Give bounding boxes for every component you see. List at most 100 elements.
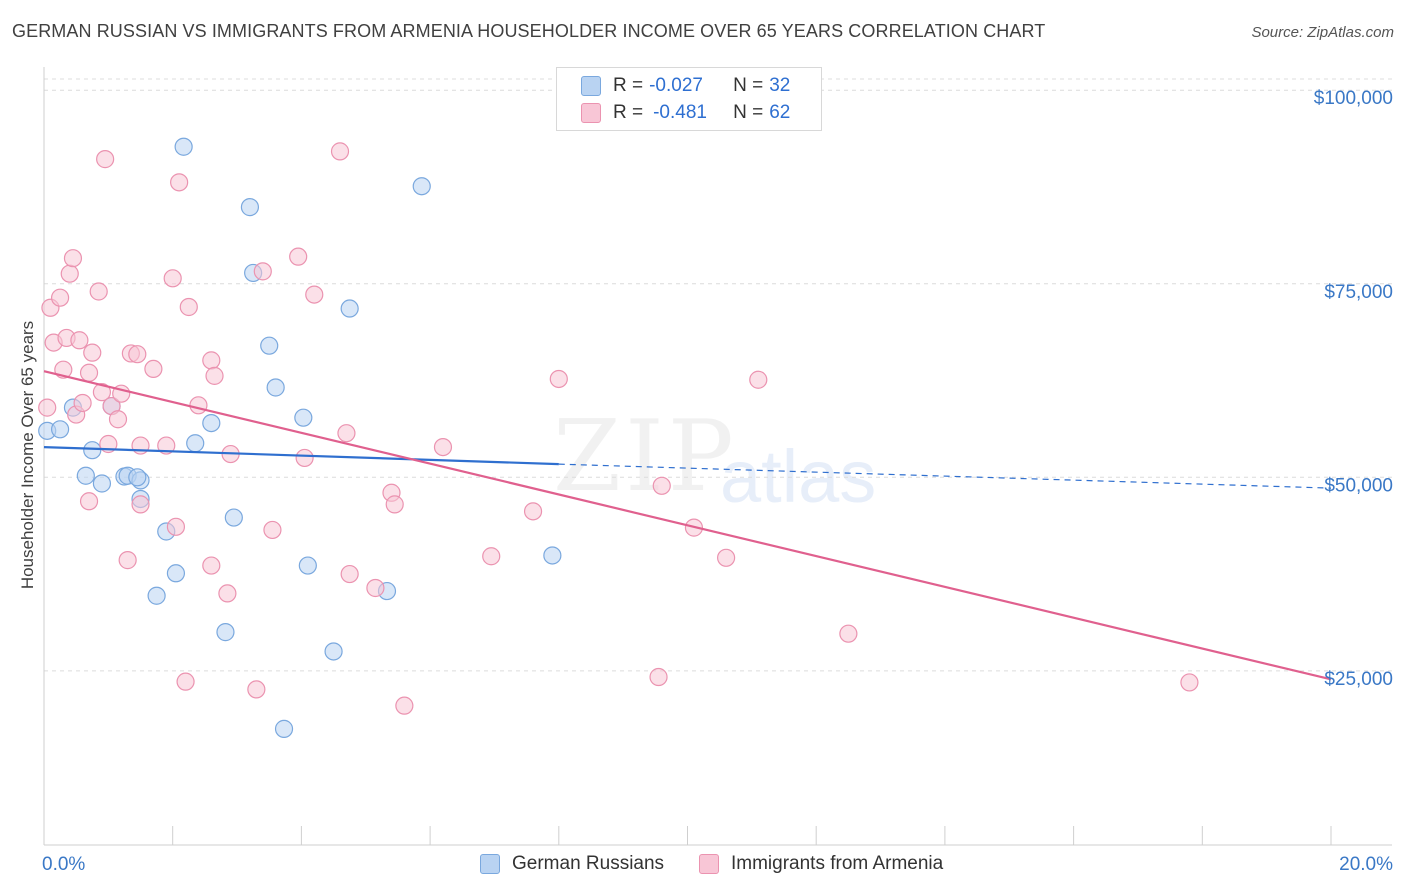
- legend-row-immigrants-from-armenia: R = -0.481 N = 62: [581, 100, 790, 126]
- y-tick-label: $75,000: [1324, 282, 1393, 303]
- data-point: [76, 466, 95, 485]
- data-point: [260, 336, 279, 355]
- data-point: [717, 548, 736, 567]
- legend-swatch-blue: [581, 76, 601, 96]
- data-point: [79, 492, 99, 511]
- data-point: [63, 249, 83, 268]
- data-point: [295, 448, 314, 468]
- watermark-zip: ZIP: [553, 400, 738, 514]
- data-point: [179, 297, 198, 317]
- data-point: [482, 547, 501, 566]
- trend-line-german-russians: [43, 445, 559, 466]
- data-point: [289, 247, 308, 266]
- y-tick-label: $50,000: [1324, 475, 1393, 496]
- gridlines: [44, 78, 1392, 672]
- legend-item-immigrants-from-armenia[interactable]: Immigrants from Armenia: [699, 853, 943, 875]
- data-point: [147, 586, 166, 605]
- axis-labels: $25,000 $50,000 $75,000 $100,000 0.0% 20.0% Ho…: [18, 88, 1393, 875]
- source-label: Source: ZipAtlas.com: [1251, 24, 1394, 41]
- data-point: [385, 495, 404, 514]
- trend-lines: [43, 370, 1332, 681]
- legend-label-immigrants-from-armenia: Immigrants from Armenia: [731, 853, 944, 874]
- y-axis-title: Householder Income Over 65 years: [18, 321, 37, 589]
- data-point: [202, 351, 221, 370]
- data-point: [330, 142, 350, 161]
- x-tick-label: 20.0%: [1339, 854, 1393, 875]
- data-point: [395, 696, 414, 715]
- legend-swatch-pink: [699, 854, 719, 874]
- data-point: [224, 508, 243, 527]
- trend-line-extension: [558, 463, 1332, 489]
- data-point: [324, 642, 343, 661]
- data-point: [202, 556, 221, 575]
- data-point: [340, 299, 359, 318]
- data-point: [83, 441, 102, 460]
- series-legend: German Russians Immigrants from Armenia: [0, 851, 1406, 879]
- data-point: [92, 474, 112, 493]
- data-point: [652, 476, 671, 495]
- data-point: [89, 282, 108, 301]
- data-point: [96, 150, 115, 169]
- legend-swatch-pink: [581, 103, 601, 123]
- legend-n-label: N =: [733, 102, 764, 123]
- data-point: [166, 517, 186, 536]
- data-point: [366, 578, 385, 598]
- data-point: [253, 262, 272, 281]
- data-point: [274, 719, 294, 738]
- data-point: [263, 520, 282, 540]
- chart-title: GERMAN RUSSIAN VS IMMIGRANTS FROM ARMENI…: [12, 21, 1046, 41]
- data-point: [543, 546, 562, 565]
- trend-line-immigrants-from-armenia: [43, 370, 1332, 681]
- data-point: [340, 564, 359, 584]
- data-point: [294, 408, 313, 427]
- data-point: [305, 285, 324, 304]
- data-point: [240, 198, 260, 217]
- axes: [43, 67, 1392, 846]
- data-point: [92, 383, 112, 402]
- data-point: [1180, 673, 1199, 692]
- data-point: [79, 363, 99, 382]
- data-point: [216, 623, 235, 642]
- series-immigrants-from-armenia: [38, 142, 1199, 715]
- data-point: [108, 410, 128, 429]
- correlation-legend: R = -0.027 N = 32 R = -0.481 N = 62: [556, 67, 822, 131]
- data-point: [50, 420, 70, 439]
- data-point: [176, 672, 195, 691]
- legend-n-value: 32: [769, 75, 791, 96]
- legend-n-label: N =: [733, 75, 764, 96]
- y-tick-label: $100,000: [1314, 88, 1393, 109]
- data-point: [144, 359, 163, 379]
- data-point: [205, 366, 224, 385]
- legend-n-value: 62: [769, 102, 791, 123]
- data-point: [128, 468, 147, 487]
- data-point: [218, 584, 237, 603]
- series-german-russians: [38, 137, 562, 738]
- data-point: [549, 369, 568, 389]
- legend-item-german-russians[interactable]: German Russians: [480, 853, 664, 875]
- data-point: [247, 680, 266, 699]
- legend-r-value: -0.027: [649, 75, 703, 96]
- data-point: [337, 424, 356, 443]
- data-point: [73, 393, 92, 413]
- data-point: [50, 288, 70, 307]
- data-point: [433, 437, 453, 457]
- data-point: [202, 413, 221, 433]
- legend-label-german-russians: German Russians: [512, 853, 665, 874]
- data-point: [266, 378, 285, 397]
- data-point: [298, 556, 317, 575]
- data-point: [131, 495, 150, 514]
- data-point: [523, 502, 543, 521]
- data-point: [60, 264, 79, 283]
- data-point: [166, 564, 186, 583]
- y-tick-label: $25,000: [1324, 669, 1393, 690]
- data-point: [38, 398, 57, 417]
- data-point: [157, 436, 176, 455]
- data-point: [189, 396, 208, 415]
- data-point: [83, 343, 102, 362]
- data-point: [412, 177, 431, 196]
- data-point: [839, 624, 858, 643]
- data-point: [70, 331, 89, 350]
- legend-r-label: R =: [613, 102, 644, 123]
- data-point: [170, 173, 189, 192]
